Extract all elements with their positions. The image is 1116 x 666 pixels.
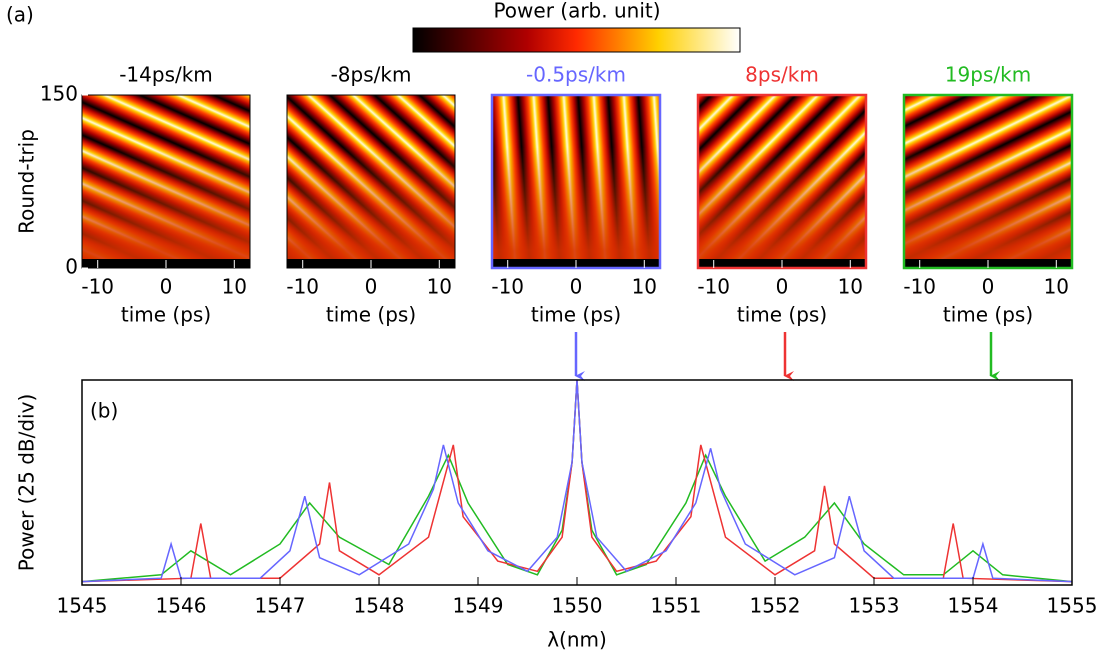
x-tick-label: -10 <box>697 275 730 299</box>
x-tick-label: -10 <box>286 275 319 299</box>
arrows <box>574 332 1000 381</box>
x-axis-label: time (ps) <box>326 303 416 327</box>
x-tick-label: -10 <box>81 275 114 299</box>
heatmap-fade <box>698 95 866 268</box>
x-tick-label: 10 <box>838 275 863 299</box>
x-tick-label: 10 <box>1044 275 1069 299</box>
x-tick-label: 1548 <box>354 594 405 618</box>
panel-title: -8ps/km <box>331 63 412 87</box>
x-axis-label: time (ps) <box>531 303 621 327</box>
y-tick-label: 150 <box>40 82 78 106</box>
x-tick-label: -10 <box>491 275 524 299</box>
panel-title: -14ps/km <box>119 63 213 87</box>
x-axis-label: time (ps) <box>943 303 1033 327</box>
heatmap-fade <box>492 95 660 268</box>
panel-title: 19ps/km <box>945 63 1031 87</box>
x-tick-label: 0 <box>160 275 173 299</box>
x-tick-label: 1551 <box>651 594 702 618</box>
y-tick-label: 0 <box>65 255 78 279</box>
x-tick-label: 1555 <box>1047 594 1098 618</box>
x-tick-label: -10 <box>903 275 936 299</box>
panel-label: (b) <box>90 399 118 423</box>
x-tick-label: 1554 <box>948 594 999 618</box>
x-tick-label: 1549 <box>453 594 504 618</box>
y-axis-label: Round-trip <box>15 129 39 234</box>
x-tick-label: 0 <box>365 275 378 299</box>
x-tick-label: 1552 <box>750 594 801 618</box>
spectrum-line <box>81 379 1073 583</box>
panel-title: -0.5ps/km <box>526 63 626 87</box>
x-tick-label: 1553 <box>849 594 900 618</box>
x-tick-label: 1546 <box>156 594 207 618</box>
y-axis-label: Power (25 dB/div) <box>15 394 39 571</box>
spectrum-line <box>81 379 1073 583</box>
panel-title: 8ps/km <box>745 63 819 87</box>
x-tick-label: 0 <box>776 275 789 299</box>
x-axis-label: time (ps) <box>737 303 827 327</box>
x-tick-label: 0 <box>982 275 995 299</box>
x-tick-label: 0 <box>570 275 583 299</box>
x-tick-label: 1550 <box>552 594 603 618</box>
x-axis-label: λ(nm) <box>547 628 607 652</box>
x-axis-label: time (ps) <box>121 303 211 327</box>
x-tick-label: 10 <box>222 275 247 299</box>
heatmap-fade <box>82 95 250 268</box>
colorbar-label: Power (arb. unit) <box>493 0 660 23</box>
heatmap-fade <box>287 95 455 268</box>
x-tick-label: 1547 <box>255 594 306 618</box>
x-tick-label: 10 <box>632 275 657 299</box>
x-tick-label: 1545 <box>57 594 108 618</box>
plot-frame <box>81 379 1073 586</box>
spectrum-line <box>81 379 1073 583</box>
panel-label: (a) <box>6 3 34 27</box>
heatmap-fade <box>904 95 1072 268</box>
x-tick-label: 10 <box>427 275 452 299</box>
colorbar <box>412 27 741 53</box>
